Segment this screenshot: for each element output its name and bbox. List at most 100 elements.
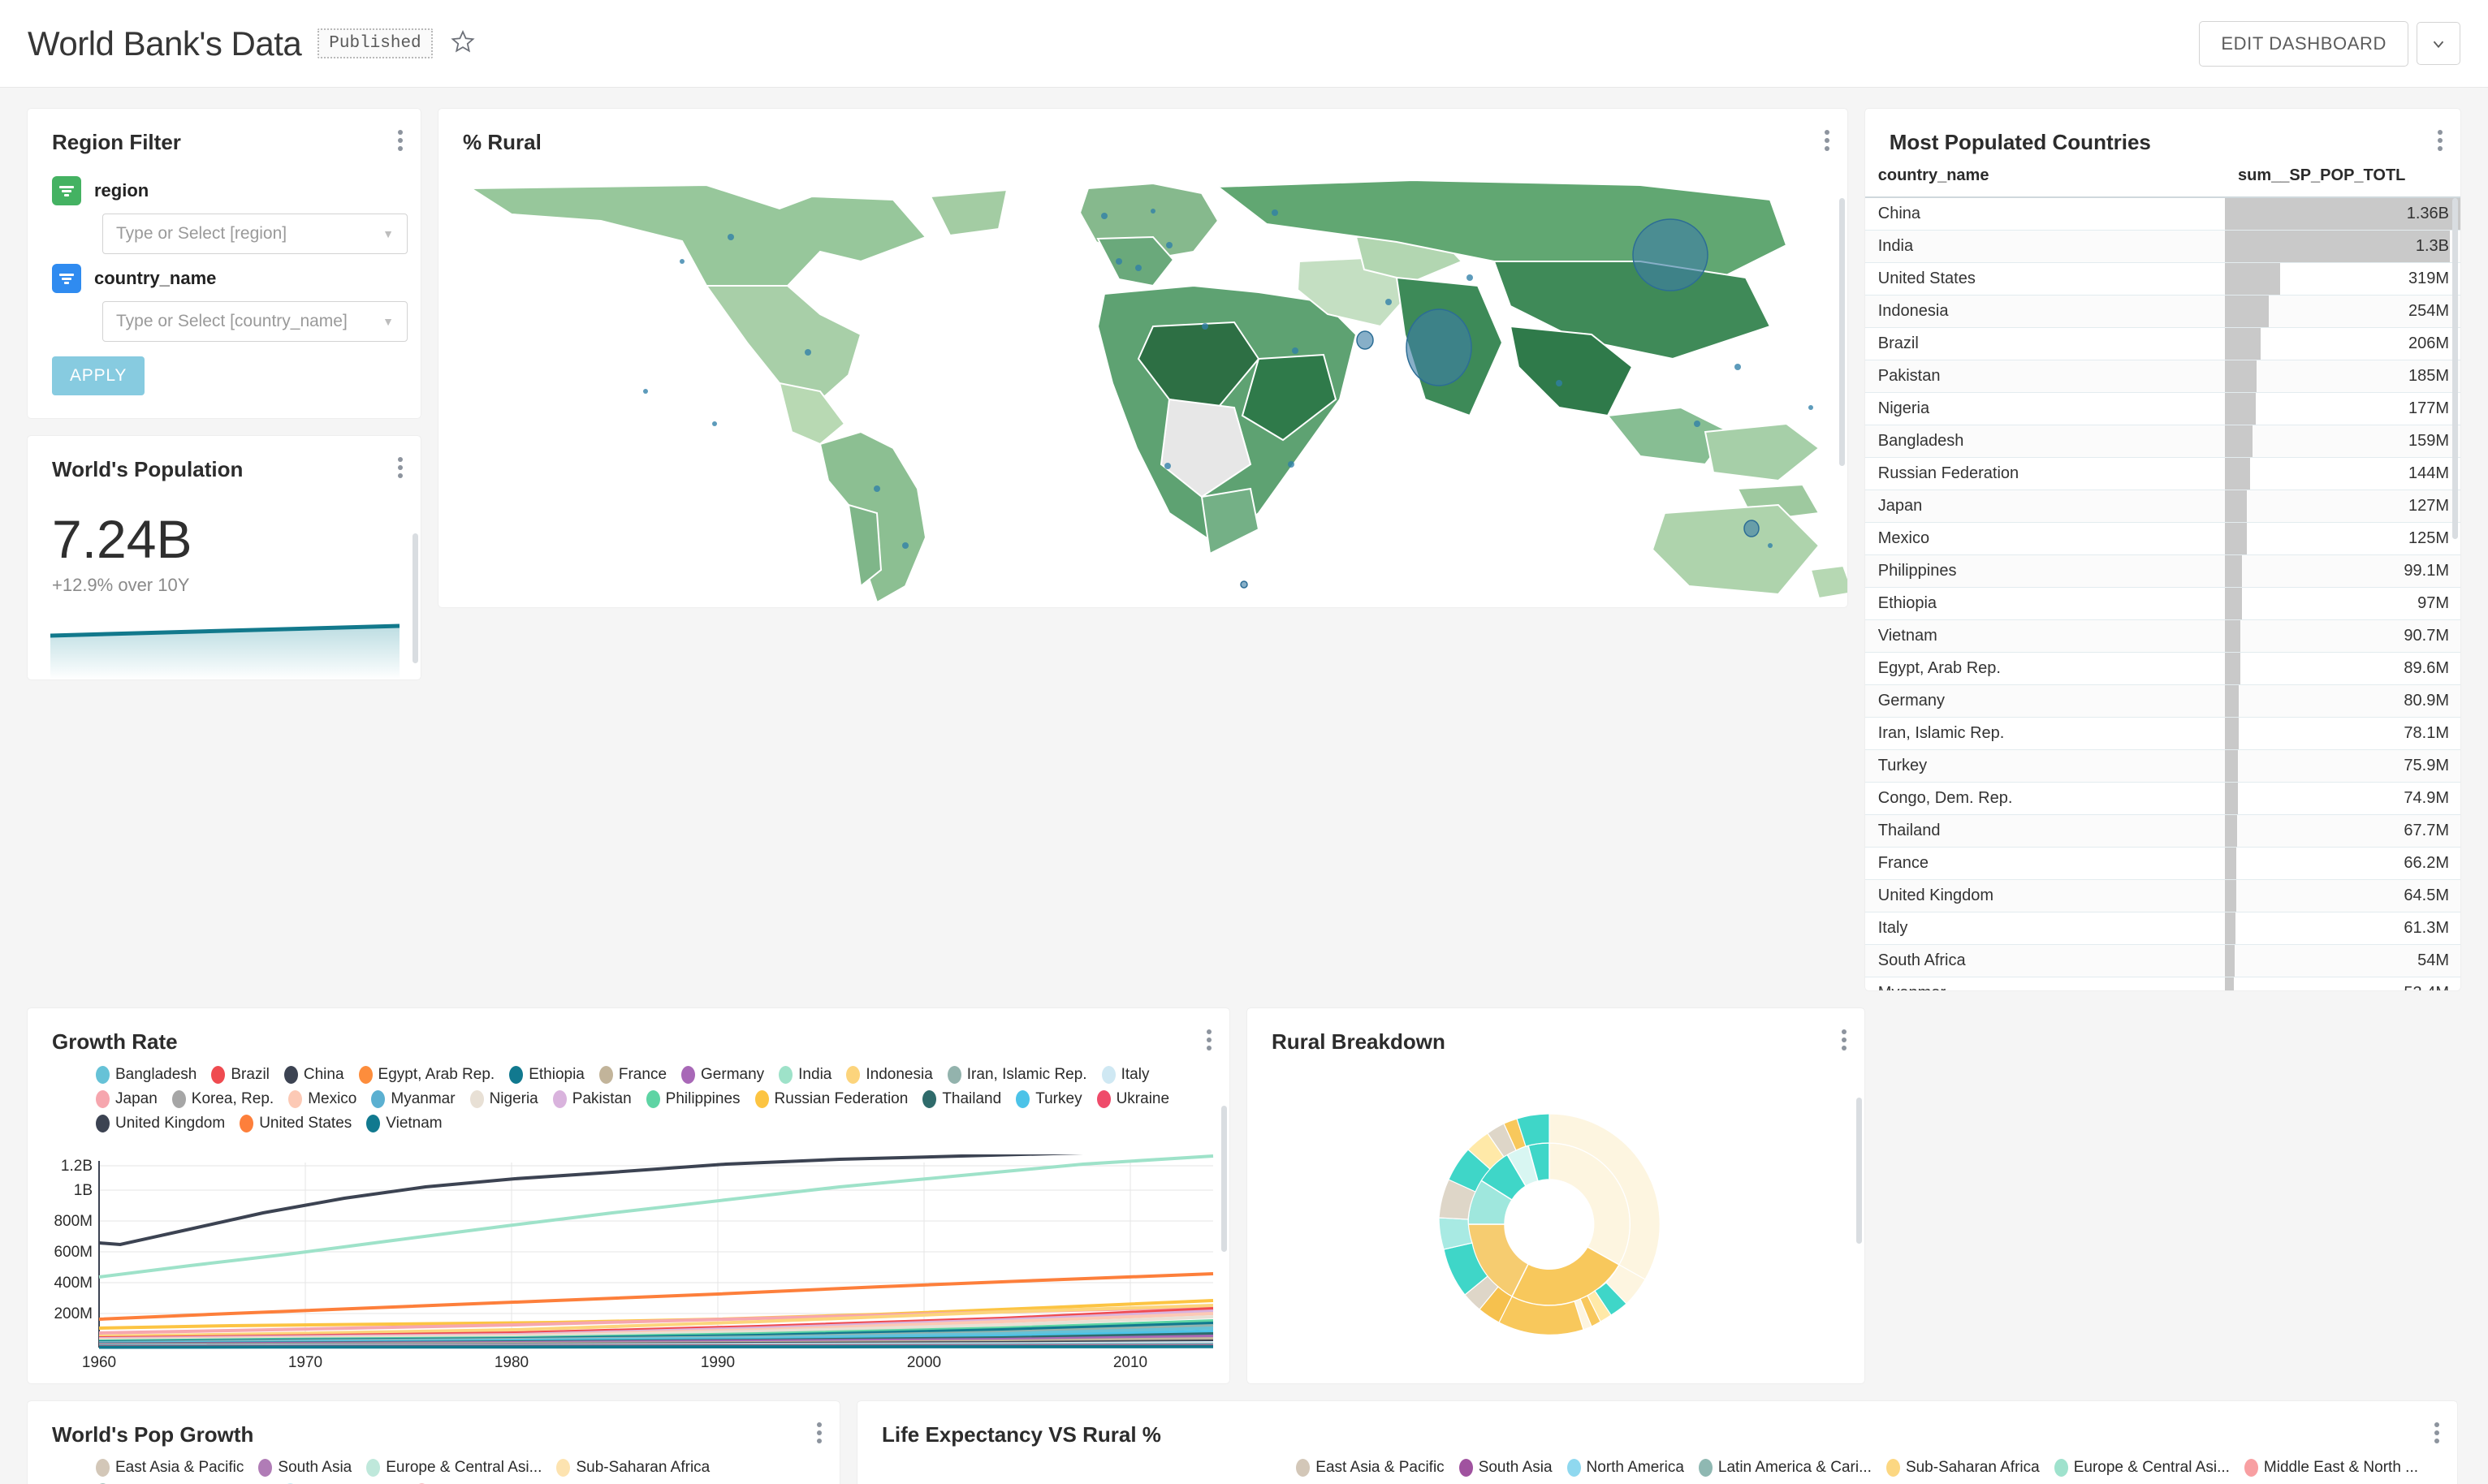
scrollbar[interactable]	[2452, 198, 2458, 539]
column-header-sum-pop-total[interactable]: sum__SP_POP_TOTL	[2225, 162, 2460, 198]
sunburst-chart[interactable]	[1247, 1065, 1864, 1383]
legend-item[interactable]: South Asia	[258, 1459, 352, 1477]
legend-item[interactable]: North America	[1566, 1459, 1684, 1477]
column-header-country-name[interactable]: country_name	[1864, 162, 2225, 198]
legend-item[interactable]: Brazil	[211, 1066, 270, 1084]
legend-item[interactable]: Europe & Central Asi...	[366, 1459, 542, 1477]
legend-item[interactable]: Thailand	[922, 1090, 1001, 1108]
scrollbar[interactable]	[1856, 1098, 1862, 1244]
table-row[interactable]: Myanmar 53.4M	[1864, 977, 2460, 990]
legend-item[interactable]: Ethiopia	[509, 1066, 585, 1084]
world-map-chart[interactable]	[438, 164, 1847, 607]
table-row[interactable]: Congo, Dem. Rep. 74.9M	[1864, 782, 2460, 815]
legend-item[interactable]: Philippines	[646, 1090, 741, 1108]
table-row[interactable]: Turkey 75.9M	[1864, 749, 2460, 783]
scrollbar[interactable]	[413, 533, 418, 663]
legend-item[interactable]: Sub-Saharan Africa	[556, 1459, 710, 1477]
more-vertical-icon[interactable]	[2434, 1422, 2439, 1443]
table-row[interactable]: Indonesia 254M	[1864, 295, 2460, 328]
worlds-population-card: World's Population 7.24B +12.9% over 10Y	[28, 436, 421, 679]
table-row[interactable]: Germany 80.9M	[1864, 684, 2460, 718]
dashboard-grid: Region Filter region	[0, 88, 2488, 1484]
apply-button[interactable]: APPLY	[52, 356, 145, 395]
legend-item[interactable]: Iran, Islamic Rep.	[947, 1066, 1087, 1084]
table-row[interactable]: Japan 127M	[1864, 490, 2460, 523]
table-row[interactable]: South Africa 54M	[1864, 944, 2460, 977]
scrollbar[interactable]	[1838, 198, 1845, 466]
country-name-select[interactable]: Type or Select [country_name] ▼	[102, 301, 408, 342]
legend-item[interactable]: Germany	[681, 1066, 764, 1084]
legend-item[interactable]: Pakistan	[552, 1090, 632, 1108]
legend-item[interactable]: United States	[240, 1115, 352, 1132]
legend-color-dot	[240, 1115, 254, 1132]
table-row[interactable]: Nigeria 177M	[1864, 392, 2460, 425]
line-chart[interactable]: 1.2B 1B 800M 600M 400M 200M 1960 1970 1980 19…	[28, 1150, 1229, 1383]
cell-population-value: 1.3B	[2415, 237, 2449, 255]
legend-item[interactable]: Turkey	[1016, 1090, 1082, 1108]
legend-item[interactable]: Indonesia	[846, 1066, 933, 1084]
more-vertical-icon[interactable]	[1824, 130, 1829, 151]
more-vertical-icon[interactable]	[1842, 1029, 1847, 1050]
legend-item[interactable]: Vietnam	[366, 1115, 443, 1132]
cell-population-value: 75.9M	[2404, 757, 2449, 774]
legend-item[interactable]: Mexico	[288, 1090, 356, 1108]
table-row[interactable]: Bangladesh 159M	[1864, 425, 2460, 458]
scrollbar[interactable]	[1221, 1106, 1227, 1252]
more-vertical-icon[interactable]	[398, 130, 403, 151]
legend-item[interactable]: Russian Federation	[754, 1090, 908, 1108]
legend-item[interactable]: Nigeria	[469, 1090, 538, 1108]
table-row[interactable]: United Kingdom 64.5M	[1864, 879, 2460, 912]
legend-item[interactable]: South Asia	[1458, 1459, 1553, 1477]
legend-item[interactable]: Middle East & North ...	[2244, 1459, 2418, 1477]
legend-color-dot	[1296, 1459, 1311, 1477]
table-row[interactable]: Mexico 125M	[1864, 522, 2460, 555]
more-vertical-icon[interactable]	[2438, 130, 2443, 151]
table-row[interactable]: Italy 61.3M	[1864, 912, 2460, 945]
value-bar	[2225, 653, 2241, 684]
table-row[interactable]: Brazil 206M	[1864, 327, 2460, 360]
legend-item[interactable]: Italy	[1101, 1066, 1149, 1084]
table-row[interactable]: Iran, Islamic Rep. 78.1M	[1864, 717, 2460, 750]
edit-dashboard-button[interactable]: EDIT DASHBOARD	[2199, 20, 2408, 67]
star-icon[interactable]	[451, 29, 475, 58]
table-row[interactable]: France 66.2M	[1864, 847, 2460, 880]
legend-item[interactable]: East Asia & Pacific	[96, 1459, 244, 1477]
region-select[interactable]: Type or Select [region] ▼	[102, 214, 408, 254]
card-title: World's Pop Growth	[52, 1422, 254, 1447]
more-vertical-icon[interactable]	[817, 1422, 822, 1443]
table-row[interactable]: Ethiopia 97M	[1864, 587, 2460, 620]
legend-item[interactable]: Ukraine	[1096, 1090, 1169, 1108]
legend-item[interactable]: India	[779, 1066, 831, 1084]
more-vertical-icon[interactable]	[1207, 1029, 1212, 1050]
legend-item[interactable]: Japan	[96, 1090, 158, 1108]
cell-country-name: Turkey	[1864, 749, 2225, 783]
table-row[interactable]: United States 319M	[1864, 262, 2460, 296]
legend-item[interactable]: France	[598, 1066, 667, 1084]
legend-item[interactable]: Myanmar	[371, 1090, 456, 1108]
value-bar	[2225, 490, 2247, 522]
table-row[interactable]: Philippines 99.1M	[1864, 554, 2460, 588]
chevron-down-icon[interactable]	[2417, 22, 2460, 65]
svg-text:1.2B: 1.2B	[61, 1158, 93, 1175]
table-row[interactable]: Vietnam 90.7M	[1864, 619, 2460, 653]
chart-legend: East Asia & Pacific South Asia Europe & Ce…	[28, 1454, 840, 1484]
legend-item[interactable]: Europe & Central Asi...	[2054, 1459, 2230, 1477]
value-bar	[2225, 360, 2257, 392]
legend-item[interactable]: Sub-Saharan Africa	[1885, 1459, 2040, 1477]
cell-population-bar: 64.5M	[2225, 879, 2460, 912]
table-row[interactable]: Thailand 67.7M	[1864, 814, 2460, 848]
table-row[interactable]: Russian Federation 144M	[1864, 457, 2460, 490]
legend-item[interactable]: United Kingdom	[96, 1115, 225, 1132]
table-row[interactable]: Pakistan 185M	[1864, 360, 2460, 393]
legend-item[interactable]: Egypt, Arab Rep.	[358, 1066, 495, 1084]
table-row[interactable]: India 1.3B	[1864, 230, 2460, 263]
legend-item[interactable]: East Asia & Pacific	[1296, 1459, 1445, 1477]
table-row[interactable]: Egypt, Arab Rep. 89.6M	[1864, 652, 2460, 685]
rural-breakdown-plot	[1438, 1113, 1661, 1335]
table-row[interactable]: China 1.36B	[1864, 197, 2460, 231]
more-vertical-icon[interactable]	[398, 457, 403, 478]
legend-item[interactable]: China	[283, 1066, 344, 1084]
legend-item[interactable]: Latin America & Cari...	[1698, 1459, 1872, 1477]
legend-item[interactable]: Korea, Rep.	[171, 1090, 274, 1108]
legend-item[interactable]: Bangladesh	[96, 1066, 197, 1084]
